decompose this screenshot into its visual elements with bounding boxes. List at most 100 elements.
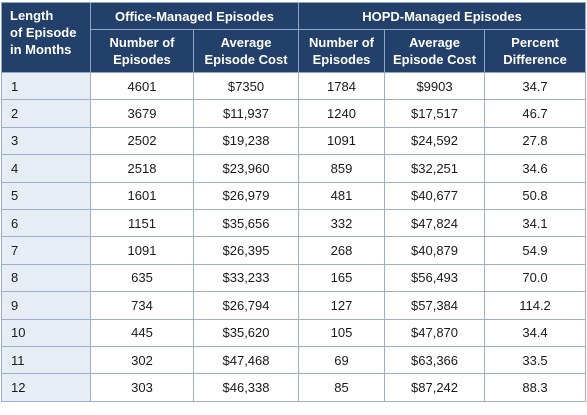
office-number-of-episodes-header: Number of Episodes bbox=[90, 29, 194, 73]
month-cell: 2 bbox=[1, 99, 91, 128]
month-cell: 5 bbox=[1, 181, 91, 210]
hopd-average-episode-cost-header: Average Episode Cost bbox=[384, 29, 486, 73]
office-episodes-cell: 734 bbox=[90, 291, 194, 320]
header-line: Average bbox=[409, 35, 460, 50]
header-line: Number of bbox=[109, 35, 175, 50]
office-cost-cell: $47,468 bbox=[192, 345, 300, 375]
percent-difference-cell: 114.2 bbox=[484, 291, 587, 320]
hopd-episodes-cell: 127 bbox=[298, 291, 386, 320]
header-line: Number of bbox=[309, 35, 375, 50]
office-cost-cell: $19,238 bbox=[192, 126, 300, 156]
hopd-episodes-cell: 332 bbox=[298, 208, 386, 238]
episode-cost-table: Length of Episode in Months Office-Manag… bbox=[1, 2, 587, 402]
month-cell: 11 bbox=[1, 345, 91, 375]
office-cost-cell: $35,620 bbox=[192, 318, 300, 347]
table-row: 11 302 $47,468 69 $63,366 33.5 bbox=[1, 345, 587, 375]
percent-difference-cell: 34.7 bbox=[484, 71, 587, 101]
header-line: Difference bbox=[503, 52, 567, 67]
office-cost-cell: $33,233 bbox=[192, 263, 300, 293]
office-episodes-cell: 1601 bbox=[90, 181, 194, 210]
office-cost-cell: $26,979 bbox=[192, 181, 300, 210]
month-cell: 8 bbox=[1, 263, 91, 293]
hopd-episodes-cell: 481 bbox=[298, 181, 386, 210]
percent-difference-cell: 54.9 bbox=[484, 236, 587, 265]
office-episodes-cell: 445 bbox=[90, 318, 194, 347]
hopd-episodes-cell: 105 bbox=[298, 318, 386, 347]
month-cell: 9 bbox=[1, 291, 91, 320]
office-episodes-cell: 1091 bbox=[90, 236, 194, 265]
month-cell: 7 bbox=[1, 236, 91, 265]
table-row: 12 303 $46,338 85 $87,242 88.3 bbox=[1, 373, 587, 402]
hopd-episodes-cell: 69 bbox=[298, 345, 386, 375]
table-row: 4 2518 $23,960 859 $32,251 34.6 bbox=[1, 154, 587, 183]
hopd-episodes-cell: 1784 bbox=[298, 71, 386, 101]
percent-difference-cell: 88.3 bbox=[484, 373, 587, 402]
corner-line-1: Length bbox=[10, 8, 54, 23]
office-episodes-cell: 303 bbox=[90, 373, 194, 402]
hopd-cost-cell: $87,242 bbox=[384, 373, 486, 402]
table-row: 8 635 $33,233 165 $56,493 70.0 bbox=[1, 263, 587, 293]
table-row: 2 3679 $11,937 1240 $17,517 46.7 bbox=[1, 99, 587, 128]
percent-difference-cell: 34.6 bbox=[484, 154, 587, 183]
office-cost-cell: $23,960 bbox=[192, 154, 300, 183]
header-line: Average bbox=[220, 35, 272, 50]
header-line: Episodes bbox=[113, 52, 171, 67]
office-cost-cell: $46,338 bbox=[192, 373, 300, 402]
hopd-episodes-cell: 859 bbox=[298, 154, 386, 183]
header-line: Episodes bbox=[312, 52, 371, 67]
table-row: 6 1151 $35,656 332 $47,824 34.1 bbox=[1, 208, 587, 238]
hopd-managed-group-header: HOPD-Managed Episodes bbox=[298, 2, 587, 30]
length-of-episode-header: Length of Episode in Months bbox=[1, 2, 91, 73]
office-episodes-cell: 2518 bbox=[90, 154, 194, 183]
episode-cost-table-container: Length of Episode in Months Office-Manag… bbox=[1, 2, 587, 402]
office-cost-cell: $11,937 bbox=[192, 99, 300, 128]
office-cost-cell: $26,794 bbox=[192, 291, 300, 320]
month-cell: 10 bbox=[1, 318, 91, 347]
month-cell: 6 bbox=[1, 208, 91, 238]
hopd-cost-cell: $56,493 bbox=[384, 263, 486, 293]
table-row: 1 4601 $7350 1784 $9903 34.7 bbox=[1, 71, 587, 101]
percent-difference-cell: 27.8 bbox=[484, 126, 587, 156]
month-cell: 1 bbox=[1, 71, 91, 101]
hopd-episodes-cell: 1091 bbox=[298, 126, 386, 156]
office-episodes-cell: 302 bbox=[90, 345, 194, 375]
office-cost-cell: $7350 bbox=[192, 71, 300, 101]
office-episodes-cell: 635 bbox=[90, 263, 194, 293]
hopd-cost-cell: $9903 bbox=[384, 71, 486, 101]
percent-difference-cell: 34.1 bbox=[484, 208, 587, 238]
header-line: Episode Cost bbox=[392, 52, 477, 67]
hopd-episodes-cell: 1240 bbox=[298, 99, 386, 128]
office-episodes-cell: 1151 bbox=[90, 208, 194, 238]
hopd-cost-cell: $57,384 bbox=[384, 291, 486, 320]
table-row: 10 445 $35,620 105 $47,870 34.4 bbox=[1, 318, 587, 347]
hopd-cost-cell: $32,251 bbox=[384, 154, 486, 183]
table-row: 7 1091 $26,395 268 $40,879 54.9 bbox=[1, 236, 587, 265]
percent-difference-header: Percent Difference bbox=[484, 29, 587, 73]
hopd-cost-cell: $24,592 bbox=[384, 126, 486, 156]
percent-difference-cell: 50.8 bbox=[484, 181, 587, 210]
table-row: 3 2502 $19,238 1091 $24,592 27.8 bbox=[1, 126, 587, 156]
office-episodes-cell: 2502 bbox=[90, 126, 194, 156]
header-line: Percent bbox=[511, 35, 559, 50]
hopd-cost-cell: $40,677 bbox=[384, 181, 486, 210]
hopd-episodes-cell: 165 bbox=[298, 263, 386, 293]
hopd-cost-cell: $17,517 bbox=[384, 99, 486, 128]
hopd-cost-cell: $63,366 bbox=[384, 345, 486, 375]
month-cell: 3 bbox=[1, 126, 91, 156]
office-managed-group-header: Office-Managed Episodes bbox=[89, 2, 300, 30]
hopd-episodes-cell: 268 bbox=[298, 236, 386, 265]
percent-difference-cell: 46.7 bbox=[484, 99, 587, 128]
hopd-cost-cell: $40,879 bbox=[384, 236, 486, 265]
table-row: 5 1601 $26,979 481 $40,677 50.8 bbox=[1, 181, 587, 210]
month-cell: 4 bbox=[1, 154, 91, 183]
corner-line-3: in Months bbox=[10, 42, 72, 57]
hopd-number-of-episodes-header: Number of Episodes bbox=[298, 29, 386, 73]
hopd-cost-cell: $47,870 bbox=[384, 318, 486, 347]
header-line: Episode Cost bbox=[204, 52, 288, 67]
office-cost-cell: $35,656 bbox=[192, 208, 300, 238]
percent-difference-cell: 33.5 bbox=[484, 345, 587, 375]
hopd-episodes-cell: 85 bbox=[298, 373, 386, 402]
percent-difference-cell: 70.0 bbox=[484, 263, 587, 293]
table-row: 9 734 $26,794 127 $57,384 114.2 bbox=[1, 291, 587, 320]
office-average-episode-cost-header: Average Episode Cost bbox=[192, 29, 300, 73]
